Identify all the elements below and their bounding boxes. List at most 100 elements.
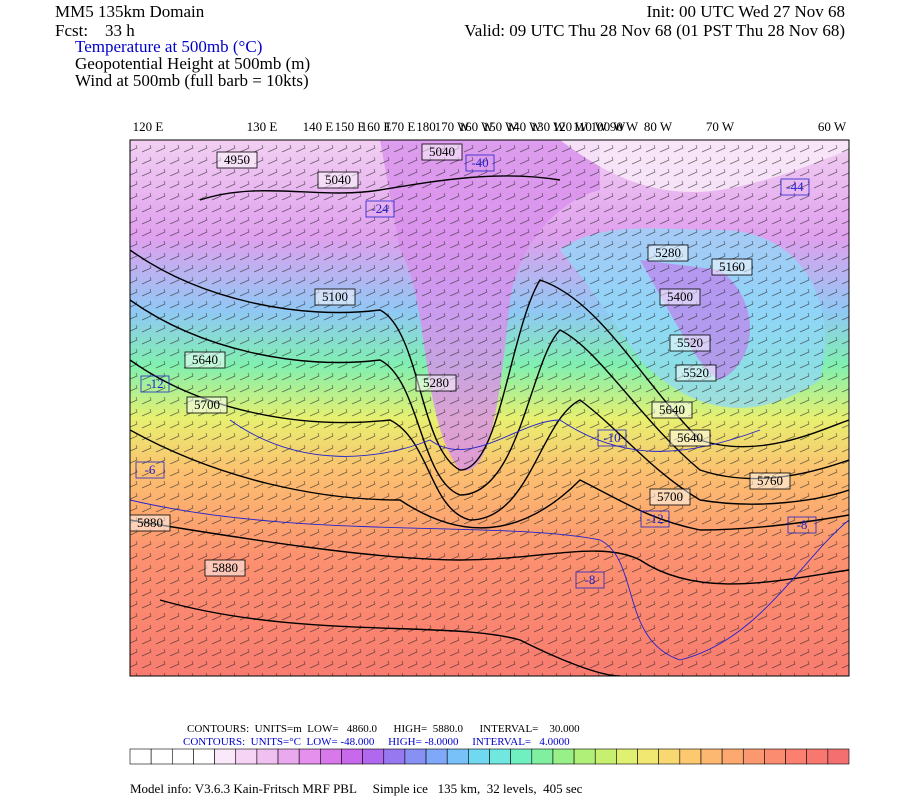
color-bar-cell bbox=[362, 748, 385, 765]
height-label: 5880 bbox=[137, 515, 163, 530]
color-bar-cell bbox=[129, 748, 152, 765]
longitude-label: 140 E bbox=[303, 119, 334, 134]
height-label-box bbox=[314, 288, 356, 306]
height-label-box bbox=[649, 488, 691, 506]
height-label-box bbox=[204, 559, 246, 577]
wind-barbs bbox=[130, 140, 849, 676]
height-label: 5700 bbox=[657, 489, 683, 504]
temperature-label-box bbox=[780, 178, 810, 196]
temperature-label-box bbox=[135, 461, 165, 479]
forecast-hour: Fcst: 33 h bbox=[55, 21, 135, 40]
color-bar-cell bbox=[785, 748, 808, 765]
temperature-label: -24 bbox=[371, 201, 389, 216]
map: 4950 5040 5040 5100 5640 5700 5880 5880 5280 5280… bbox=[130, 140, 849, 676]
longitude-label: 160 W bbox=[459, 119, 495, 134]
height-label-box bbox=[749, 472, 791, 490]
temperature-label-box bbox=[787, 516, 817, 534]
init-time: Init: 00 UTC Wed 27 Nov 68 bbox=[646, 2, 845, 21]
color-bar-cell bbox=[298, 748, 321, 765]
color-bar-cell bbox=[531, 748, 554, 765]
temperature-contour-info: CONTOURS: UNITS=°C LOW= -48.000 HIGH= -8… bbox=[183, 736, 570, 748]
color-bar-cell bbox=[764, 748, 786, 765]
height-label: 5040 bbox=[325, 172, 351, 187]
longitude-label: 70 W bbox=[706, 119, 735, 134]
height-label: 5640 bbox=[192, 352, 218, 367]
longitude-label: 170 W bbox=[435, 119, 471, 134]
temperature-label: -44 bbox=[786, 179, 804, 194]
field-wind: Wind at 500mb (full barb = 10kts) bbox=[75, 71, 309, 90]
longitude-label: 150 E bbox=[335, 119, 366, 134]
height-label: 5640 bbox=[659, 402, 685, 417]
color-bar-cell bbox=[510, 748, 533, 765]
temperature-label-box bbox=[597, 429, 627, 447]
color-bar-cell bbox=[256, 748, 279, 765]
temperature-label: -6 bbox=[145, 462, 156, 477]
height-contour-info: CONTOURS: UNITS=m LOW= 4860.0 HIGH= 5880… bbox=[187, 723, 580, 735]
color-bar-cell bbox=[552, 748, 575, 765]
map-labels: 4950 5040 5040 5100 5640 5700 5880 5880 5280 5280… bbox=[130, 143, 817, 589]
height-label: 5160 bbox=[719, 259, 745, 274]
height-label: 5520 bbox=[677, 335, 703, 350]
longitude-label: 120 E bbox=[133, 119, 164, 134]
longitude-label: 180 bbox=[416, 119, 436, 134]
map-frame bbox=[129, 139, 850, 677]
color-bar bbox=[129, 748, 850, 765]
height-label: 5760 bbox=[757, 473, 783, 488]
longitude-label: 160 E bbox=[361, 119, 392, 134]
longitude-label: 110 W bbox=[573, 119, 608, 134]
height-label-box bbox=[647, 244, 689, 262]
color-bar-cell bbox=[594, 748, 617, 765]
temperature-label-box bbox=[365, 200, 395, 218]
color-bar-cell bbox=[425, 748, 448, 765]
height-contours bbox=[130, 175, 849, 676]
color-bar-cell bbox=[320, 748, 342, 765]
height-label-box bbox=[659, 288, 701, 306]
color-bar-cell bbox=[150, 748, 173, 765]
temperature-contours bbox=[130, 419, 849, 661]
longitude-label: 140 W bbox=[507, 119, 543, 134]
height-label-box bbox=[415, 374, 457, 392]
temperature-label: -12 bbox=[646, 511, 663, 526]
color-bar-cell bbox=[235, 748, 258, 765]
height-label-box bbox=[669, 429, 711, 447]
height-label: 5520 bbox=[683, 365, 709, 380]
color-bar-cell bbox=[404, 748, 427, 765]
temperature-label-box bbox=[575, 571, 605, 589]
color-bar-cell bbox=[827, 748, 850, 765]
longitude-label: 130 E bbox=[247, 119, 278, 134]
temperature-label: -8 bbox=[797, 517, 808, 532]
color-bar-cell bbox=[573, 748, 596, 765]
longitude-label: 120 W bbox=[553, 119, 589, 134]
temperature-label: -10 bbox=[603, 430, 620, 445]
height-label: 5040 bbox=[429, 144, 455, 159]
height-label: 5280 bbox=[655, 245, 681, 260]
height-label-box bbox=[317, 171, 359, 189]
height-label-box bbox=[186, 396, 228, 414]
longitude-label: 90 W bbox=[610, 119, 639, 134]
color-bar-cell bbox=[806, 748, 829, 765]
temperature-label: -40 bbox=[471, 155, 488, 170]
valid-time: Valid: 09 UTC Thu 28 Nov 68 (01 PST Thu … bbox=[464, 21, 845, 40]
longitude-label: 150 W bbox=[483, 119, 519, 134]
color-bar-cell bbox=[277, 748, 300, 765]
field-height: Geopotential Height at 500mb (m) bbox=[75, 54, 310, 73]
height-label: 5400 bbox=[667, 289, 693, 304]
domain: MM5 135km Domain bbox=[55, 2, 205, 21]
color-bar-cell bbox=[468, 748, 490, 765]
color-bar-cell bbox=[700, 748, 723, 765]
height-label: 4950 bbox=[224, 152, 250, 167]
color-bar-cell bbox=[742, 748, 765, 765]
height-label: 5280 bbox=[423, 375, 449, 390]
height-label-box bbox=[669, 334, 711, 352]
color-bar-cell bbox=[341, 748, 363, 765]
color-bar-cell bbox=[658, 748, 681, 765]
height-label: 5880 bbox=[212, 560, 238, 575]
color-bar-cell bbox=[446, 748, 469, 765]
color-bar-cell bbox=[214, 748, 237, 765]
color-bar-cell bbox=[637, 748, 659, 765]
longitude-label: 60 W bbox=[818, 119, 847, 134]
color-bar-cell bbox=[193, 748, 215, 765]
height-label-box bbox=[184, 351, 226, 369]
height-label-box bbox=[130, 514, 171, 532]
height-label-box bbox=[711, 258, 753, 276]
